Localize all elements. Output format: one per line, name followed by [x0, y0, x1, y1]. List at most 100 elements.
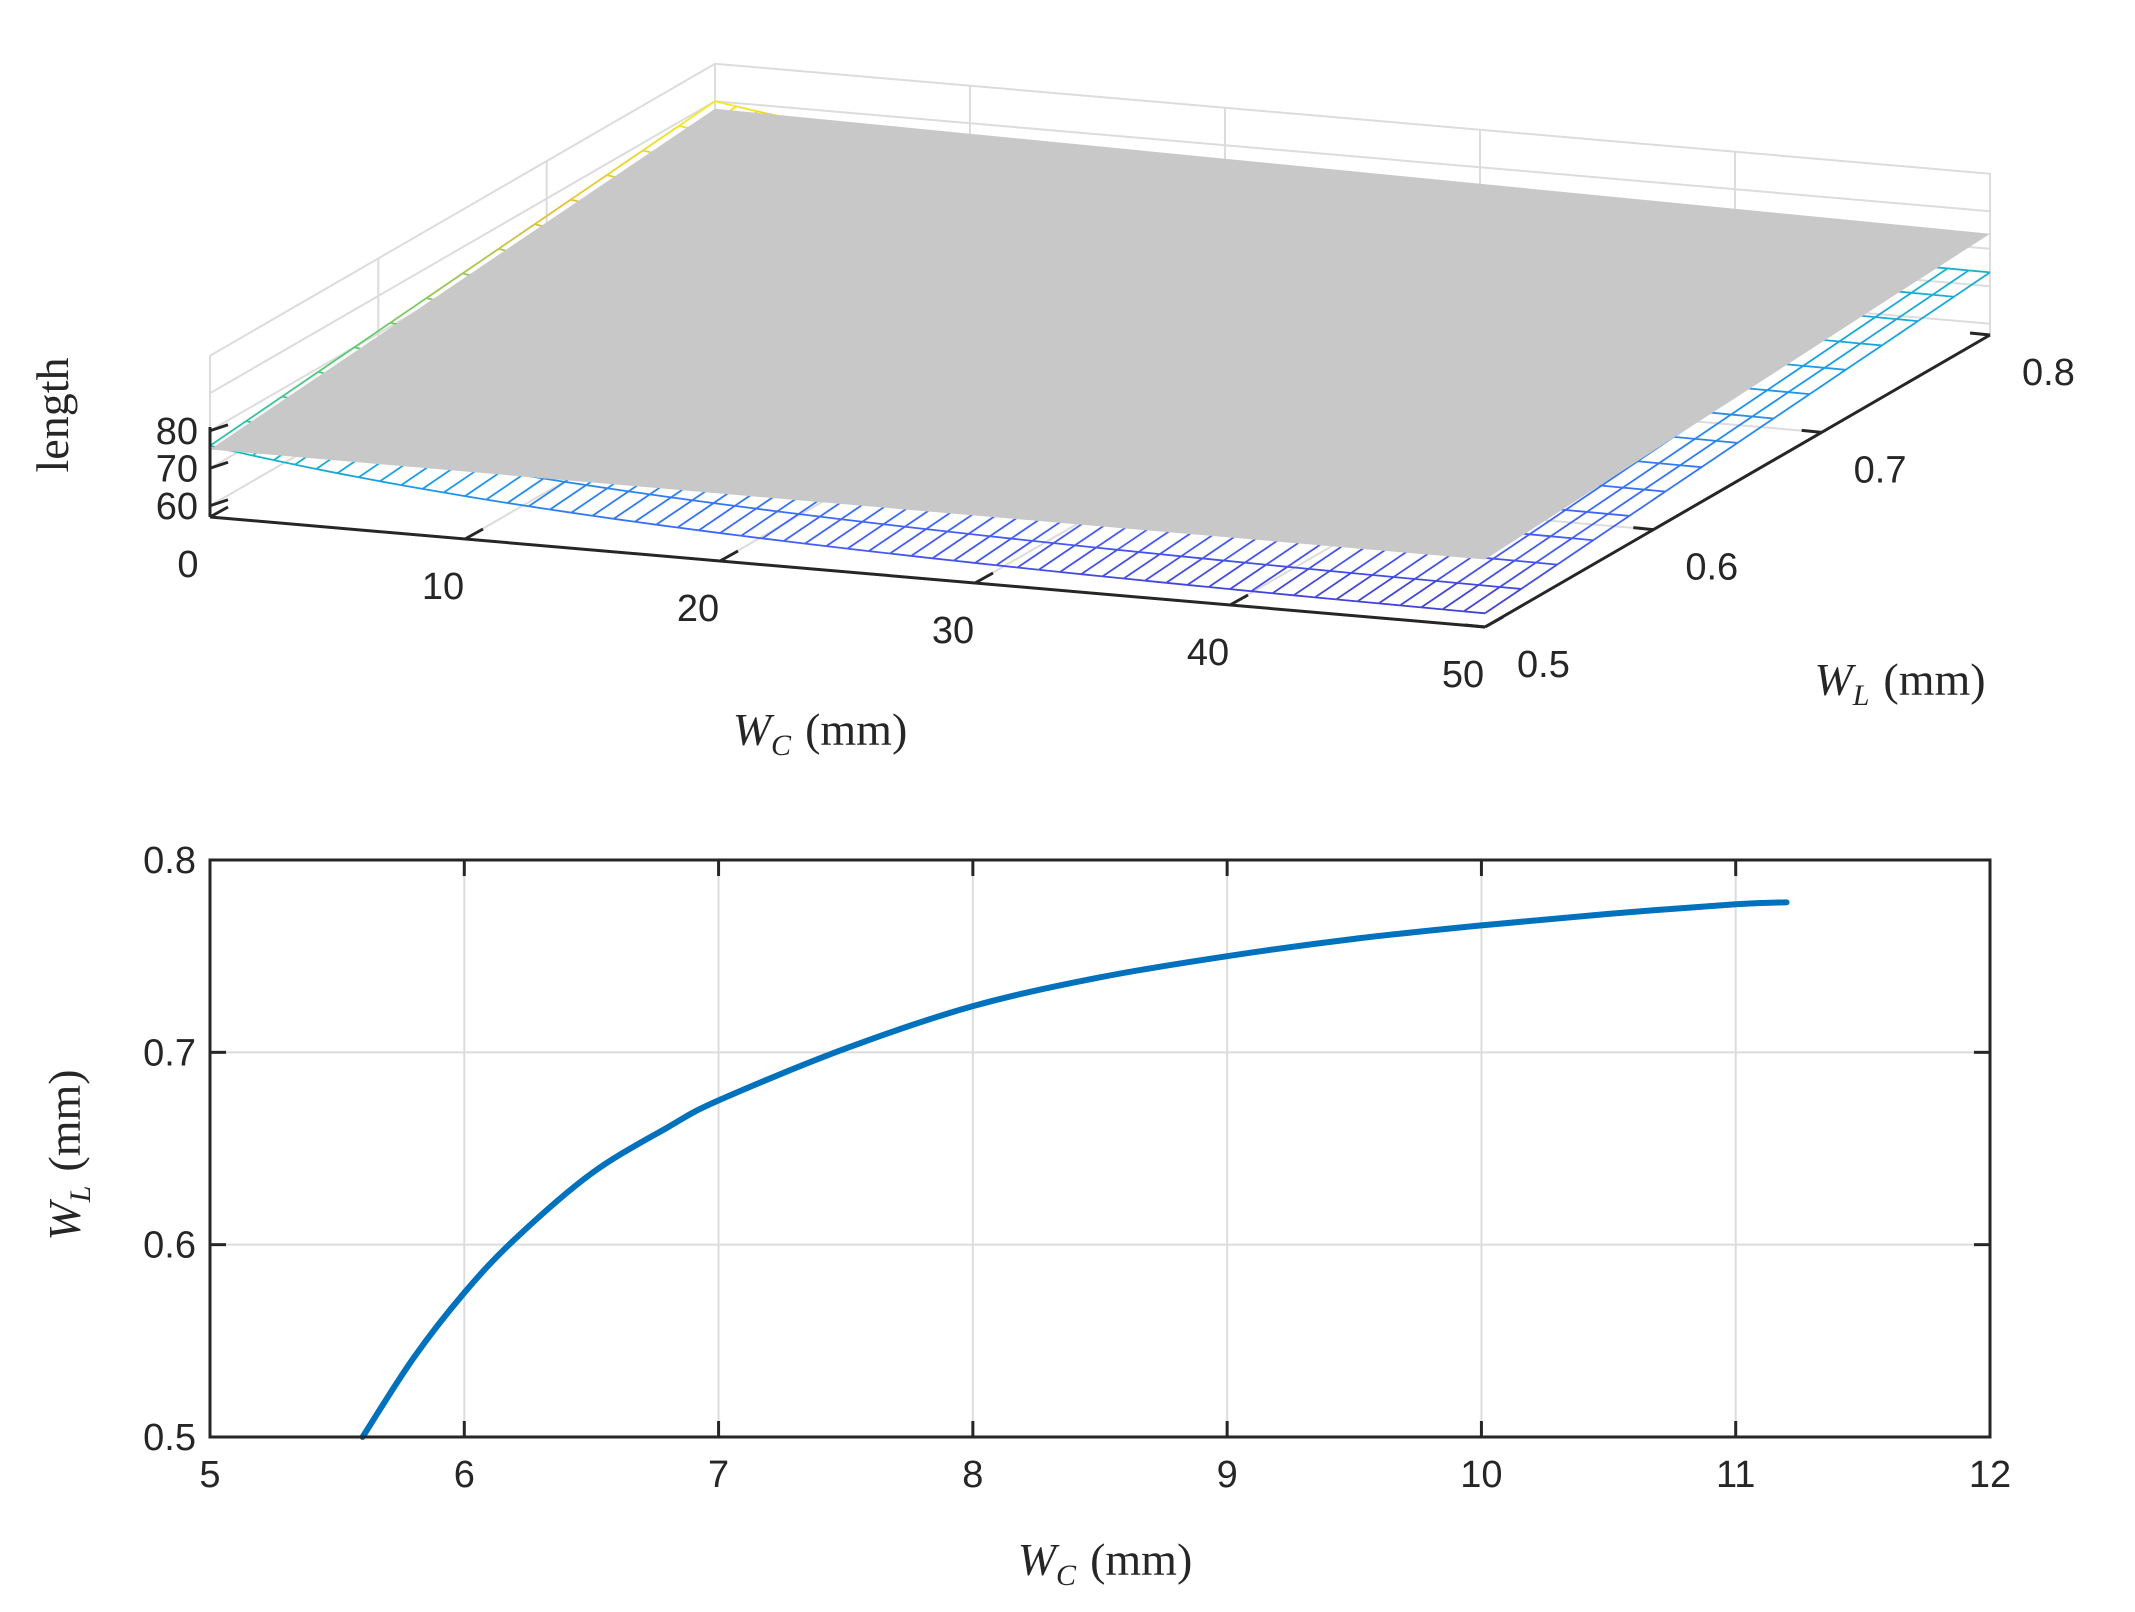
surface-mesh-line [1414, 553, 1452, 580]
surface-mesh-line [1032, 539, 1054, 545]
surface-mesh-line [209, 420, 247, 447]
surface-mesh-line [1766, 365, 1804, 391]
surface-mesh-line [1628, 490, 1666, 517]
surface-mesh-line [1664, 466, 1702, 493]
surface-mesh-line [1694, 438, 1717, 442]
surface-mesh-line [1314, 572, 1352, 599]
surface-mesh-line [1896, 318, 1918, 322]
surface-mesh-line [486, 498, 508, 504]
x-tick [974, 571, 994, 585]
surface-axes [208, 331, 1991, 629]
x-tick-label: 20 [677, 588, 719, 630]
surface-mesh-line [1788, 391, 1810, 396]
surface-mesh-line [1715, 415, 1753, 442]
surface-mesh-line [1968, 269, 1991, 274]
surface-mesh-line [1059, 546, 1097, 573]
surface-mesh-line [1144, 579, 1167, 584]
surface-mesh-line [1874, 292, 1912, 318]
y-axis-label-top: WL (mm) [1814, 654, 1985, 712]
surface-mesh-line [1329, 545, 1367, 572]
surface-mesh-line [1845, 344, 1883, 371]
surface-mesh-line [678, 100, 716, 127]
surface-mesh-line [1637, 460, 1660, 465]
surface-mesh-line [1679, 440, 1717, 466]
surface-mesh-line [1371, 549, 1409, 576]
surface-mesh-line [1644, 488, 1666, 493]
surface-mesh-line [974, 537, 1012, 564]
y-tick-label: 0.8 [2022, 352, 2075, 394]
surface-mesh-line [989, 535, 1012, 540]
surface-mesh-line [1592, 515, 1630, 541]
surface-mesh-line [464, 470, 502, 497]
surface-mesh-line [1123, 577, 1146, 582]
surface-mesh-line [1910, 267, 1949, 294]
surface-mesh-line [1144, 555, 1182, 582]
surface-mesh-line [1492, 533, 1530, 560]
surface-mesh-line [353, 321, 391, 349]
surface-mesh-line [1556, 539, 1594, 566]
surface-mesh-line [1244, 537, 1282, 564]
surface-mesh-line [1138, 551, 1160, 556]
surface-mesh-line [1824, 366, 1846, 371]
surface-mesh-line [1095, 546, 1118, 551]
surface-mesh-line [1529, 533, 1551, 538]
surface-mesh-line [698, 529, 721, 534]
surface-mesh-line [1399, 604, 1422, 609]
surface-mesh-line [1565, 509, 1587, 513]
surface-mesh-line [628, 490, 650, 496]
surface-mesh-line [543, 477, 565, 483]
y-tick-label: 0.8 [143, 840, 196, 882]
surface-mesh-line [1251, 590, 1273, 595]
surface-mesh-line [862, 520, 884, 526]
z-tick-label: 80 [156, 411, 198, 453]
surface-mesh-line [1947, 267, 1969, 272]
y-tick [1464, 623, 1486, 629]
surface-mesh-line [1016, 542, 1055, 569]
surface-mesh-line [1102, 575, 1124, 580]
surface-mesh-line [655, 499, 693, 526]
surface-mesh-line [1080, 549, 1118, 575]
surface-mesh-line [1484, 588, 1522, 615]
surface-mesh-line [777, 510, 799, 515]
surface-mesh-line [974, 562, 997, 567]
surface-mesh-line [1535, 537, 1573, 564]
surface-mesh-line [379, 480, 402, 487]
surface-mesh-line [534, 198, 572, 226]
surface-mesh-line [570, 487, 608, 514]
surface-mesh-line [953, 559, 976, 564]
surface-mesh-line [1673, 436, 1696, 440]
z-tick-label: 60 [156, 486, 198, 528]
surface-mesh-line [549, 484, 587, 511]
x-tick-label: 9 [1217, 1454, 1238, 1496]
surface-mesh-line [1244, 561, 1267, 566]
surface-mesh-line [571, 511, 593, 517]
surface-mesh-line [1053, 542, 1075, 547]
surface-mesh-line [740, 510, 778, 537]
surface-mesh-line [649, 493, 672, 499]
y-tick-label: 0.5 [143, 1417, 196, 1459]
surface-mesh-line [1709, 411, 1732, 416]
surface-mesh-line [528, 505, 551, 511]
surface-mesh-line [656, 523, 678, 529]
surface-mesh-line [1881, 320, 1919, 347]
surface-mesh-line [1601, 460, 1639, 487]
surface-mesh-line [676, 502, 715, 529]
surface-mesh-line [1694, 413, 1732, 440]
surface-mesh-line [968, 533, 990, 538]
surface-mesh-line [1607, 488, 1645, 515]
surface-mesh-line [1751, 391, 1789, 418]
surface-mesh-line [1809, 369, 1847, 395]
surface-mesh-line [1730, 413, 1753, 418]
surface-mesh-line [910, 530, 948, 557]
surface-mesh-line [1265, 539, 1303, 566]
surface-mesh-line [1528, 509, 1567, 536]
surface-mesh-line [719, 532, 742, 537]
surface-mesh-line [1250, 566, 1288, 592]
y-tick-label: 0.5 [1517, 644, 1570, 686]
surface-mesh-line [1478, 559, 1516, 586]
surface-mesh-line [245, 395, 283, 422]
surface-mesh-line [995, 540, 1033, 566]
surface-mesh-line [1803, 364, 1825, 369]
